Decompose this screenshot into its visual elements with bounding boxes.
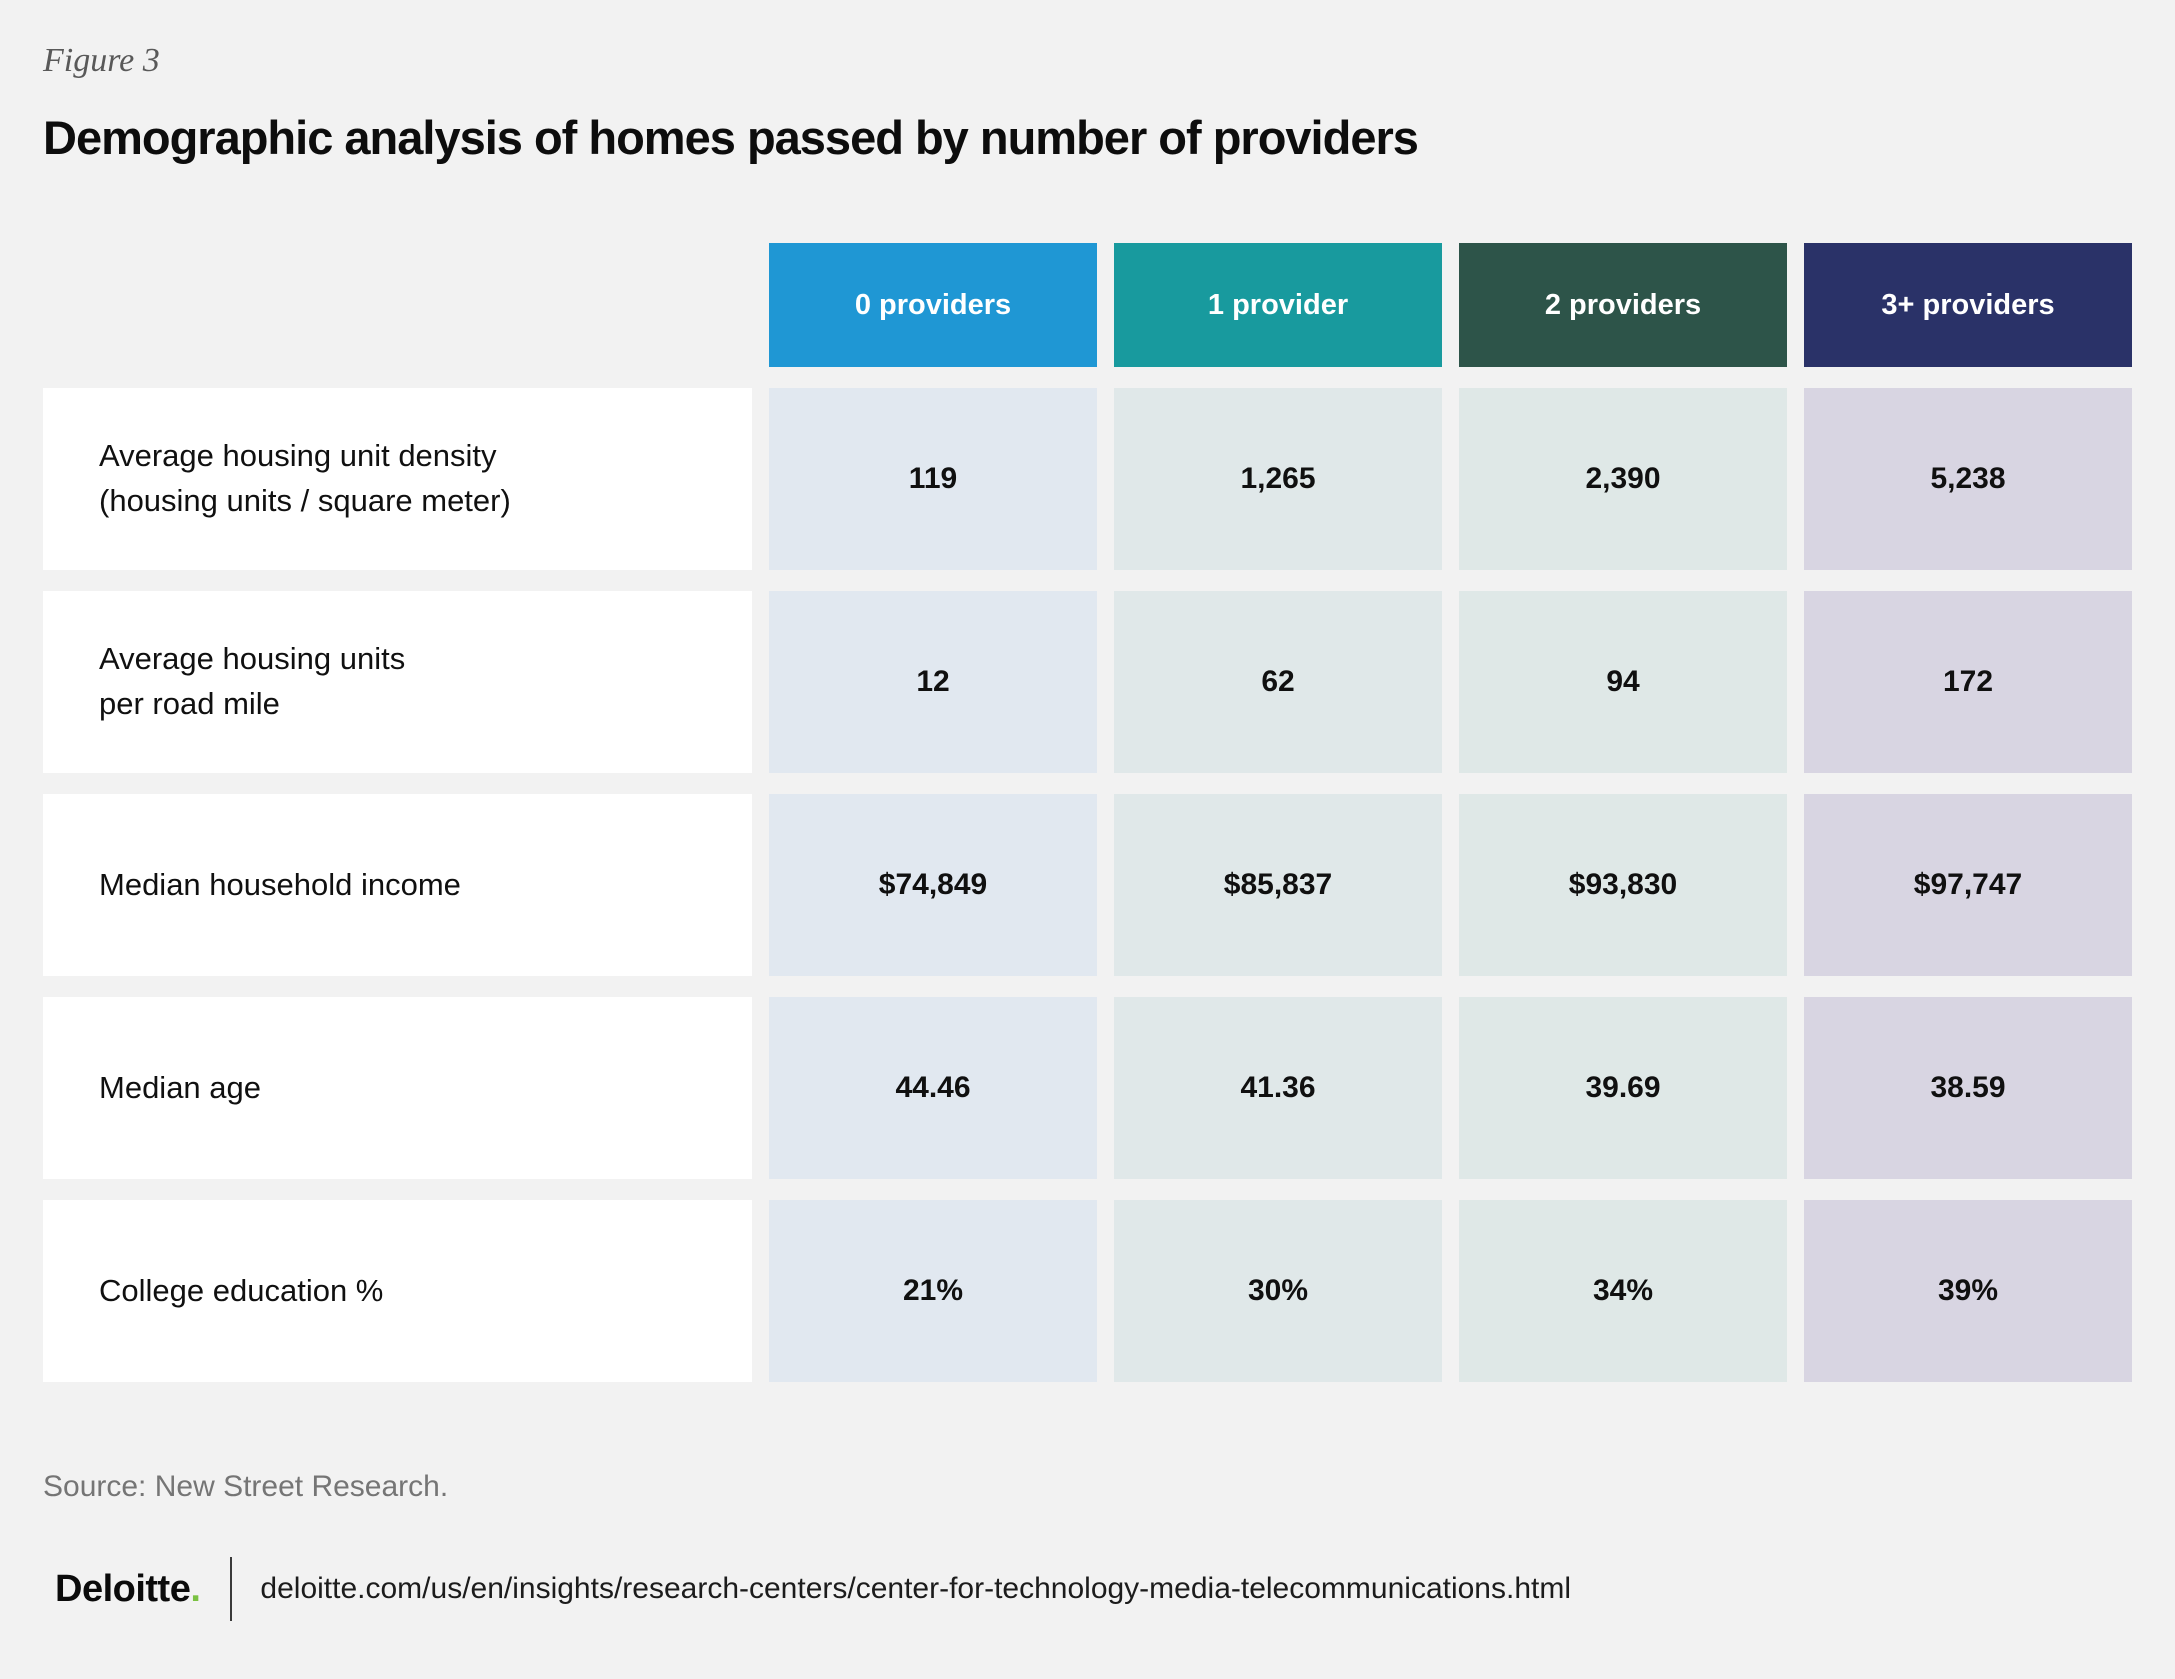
table-cell: 38.59 [1804,997,2132,1179]
table-cell: 44.46 [769,997,1097,1179]
table-cell: 34% [1459,1200,1787,1382]
row-label-housing-unit-density: Average housing unit density (housing un… [43,388,752,570]
table-cell: $74,849 [769,794,1097,976]
table-cell: 119 [769,388,1097,570]
row-label-college-education: College education % [43,1200,752,1382]
table-cell: 39% [1804,1200,2132,1382]
table-cell: 39.69 [1459,997,1787,1179]
source-note: Source: New Street Research. [43,1470,449,1503]
table-cell: 2,390 [1459,388,1787,570]
table-cell: 12 [769,591,1097,773]
column-header-3plus-providers: 3+ providers [1804,243,2132,367]
table-cell: 41.36 [1114,997,1442,1179]
table-cell: 172 [1804,591,2132,773]
row-label-median-age: Median age [43,997,752,1179]
deloitte-logo: Deloitte. [55,1567,201,1611]
figure-page: Figure 3 Demographic analysis of homes p… [43,42,2132,1624]
table-corner-spacer [43,243,752,367]
demographics-table: 0 providers 1 provider 2 providers 3+ pr… [43,243,2132,1382]
row-label-median-household-income: Median household income [43,794,752,976]
footer-divider [230,1557,233,1621]
footer-brand-row: Deloitte. deloitte.com/us/en/insights/re… [55,1554,2132,1624]
table-cell: $93,830 [1459,794,1787,976]
table-cell: 30% [1114,1200,1442,1382]
column-header-2-providers: 2 providers [1459,243,1787,367]
table-cell: $85,837 [1114,794,1442,976]
table-cell: $97,747 [1804,794,2132,976]
table-cell: 62 [1114,591,1442,773]
table-cell: 1,265 [1114,388,1442,570]
deloitte-logo-text: Deloitte [55,1567,191,1610]
figure-title: Demographic analysis of homes passed by … [43,111,1419,164]
table-cell: 94 [1459,591,1787,773]
column-header-1-provider: 1 provider [1114,243,1442,367]
table-cell: 5,238 [1804,388,2132,570]
figure-number-label: Figure 3 [43,42,160,79]
column-header-0-providers: 0 providers [769,243,1097,367]
table-cell: 21% [769,1200,1097,1382]
footer-url: deloitte.com/us/en/insights/research-cen… [260,1572,1572,1605]
row-label-housing-units-per-road-mile: Average housing units per road mile [43,591,752,773]
deloitte-logo-green-dot: . [190,1567,201,1610]
